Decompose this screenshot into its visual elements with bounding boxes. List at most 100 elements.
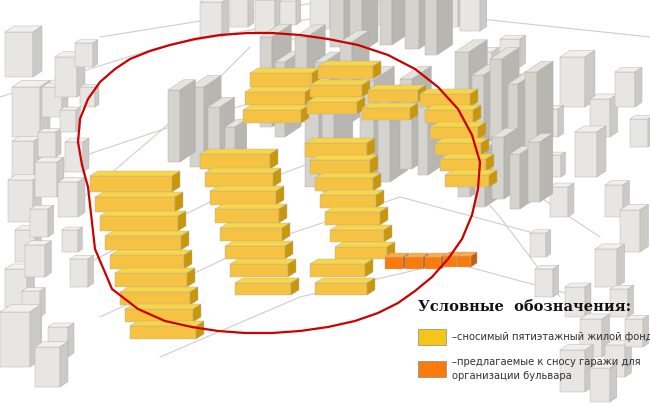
Polygon shape [225,241,293,246]
Polygon shape [35,162,57,197]
Polygon shape [605,341,631,345]
Polygon shape [365,259,373,277]
Polygon shape [540,105,564,109]
Polygon shape [70,259,88,287]
Polygon shape [470,89,478,107]
Polygon shape [362,0,378,52]
Polygon shape [597,126,606,177]
Polygon shape [425,257,441,269]
Polygon shape [381,0,386,25]
Polygon shape [410,0,417,29]
Polygon shape [565,287,585,317]
Polygon shape [230,0,248,27]
Polygon shape [560,350,585,392]
Polygon shape [367,278,375,295]
Polygon shape [0,312,30,367]
Polygon shape [357,97,365,114]
Polygon shape [320,190,384,195]
Polygon shape [205,173,273,187]
Polygon shape [520,146,532,209]
Polygon shape [315,283,367,295]
Polygon shape [580,319,602,357]
Polygon shape [367,138,375,157]
Polygon shape [100,211,186,216]
Polygon shape [492,48,499,87]
Polygon shape [630,115,650,119]
Polygon shape [184,250,192,269]
Polygon shape [318,61,381,66]
Polygon shape [565,283,591,287]
Polygon shape [362,103,418,108]
Polygon shape [615,67,642,72]
Polygon shape [425,0,437,55]
Polygon shape [275,62,285,137]
Text: –предлагаемые к сносу гаражи для
организации бульвара: –предлагаемые к сносу гаражи для организ… [452,357,641,381]
Polygon shape [595,244,625,249]
Polygon shape [222,171,278,227]
Polygon shape [208,97,235,107]
Polygon shape [374,66,395,175]
Polygon shape [222,0,229,37]
Polygon shape [220,223,290,228]
Polygon shape [230,179,270,219]
Polygon shape [310,160,370,174]
Polygon shape [470,48,499,52]
Polygon shape [310,155,378,160]
Polygon shape [492,128,517,137]
Polygon shape [335,242,395,247]
Polygon shape [615,72,635,107]
Polygon shape [435,138,489,143]
Polygon shape [530,230,551,233]
Polygon shape [585,344,593,392]
Polygon shape [335,247,387,259]
Polygon shape [418,89,444,100]
Polygon shape [78,227,83,252]
Polygon shape [200,2,222,37]
Polygon shape [178,211,186,231]
Polygon shape [196,321,204,339]
Polygon shape [475,141,497,149]
Polygon shape [472,65,499,75]
Polygon shape [550,183,574,187]
Polygon shape [605,345,625,377]
Polygon shape [285,51,301,137]
Polygon shape [42,83,68,87]
Polygon shape [33,174,42,222]
Polygon shape [305,143,367,157]
Polygon shape [360,80,374,175]
Polygon shape [273,168,281,187]
Polygon shape [270,149,278,169]
Polygon shape [272,24,291,127]
Polygon shape [260,24,291,37]
Polygon shape [62,83,68,117]
Polygon shape [485,141,497,207]
Polygon shape [45,241,51,277]
Polygon shape [445,175,489,187]
Polygon shape [27,264,34,307]
Polygon shape [130,321,204,326]
Polygon shape [590,94,618,99]
Polygon shape [602,314,610,357]
Polygon shape [315,52,340,62]
Polygon shape [410,103,418,120]
Polygon shape [319,73,341,187]
Polygon shape [630,119,648,147]
Polygon shape [30,305,41,367]
Polygon shape [210,191,276,205]
Polygon shape [475,149,485,207]
Polygon shape [580,314,610,319]
Polygon shape [508,74,532,84]
Polygon shape [373,173,381,191]
Polygon shape [15,226,42,230]
Polygon shape [469,40,488,137]
Polygon shape [5,32,33,77]
Polygon shape [42,87,62,117]
Polygon shape [38,129,61,132]
Polygon shape [340,42,352,122]
Polygon shape [120,292,190,305]
Bar [418,329,446,345]
Polygon shape [291,278,299,295]
Polygon shape [595,249,617,287]
Polygon shape [334,91,353,192]
Polygon shape [412,66,432,169]
